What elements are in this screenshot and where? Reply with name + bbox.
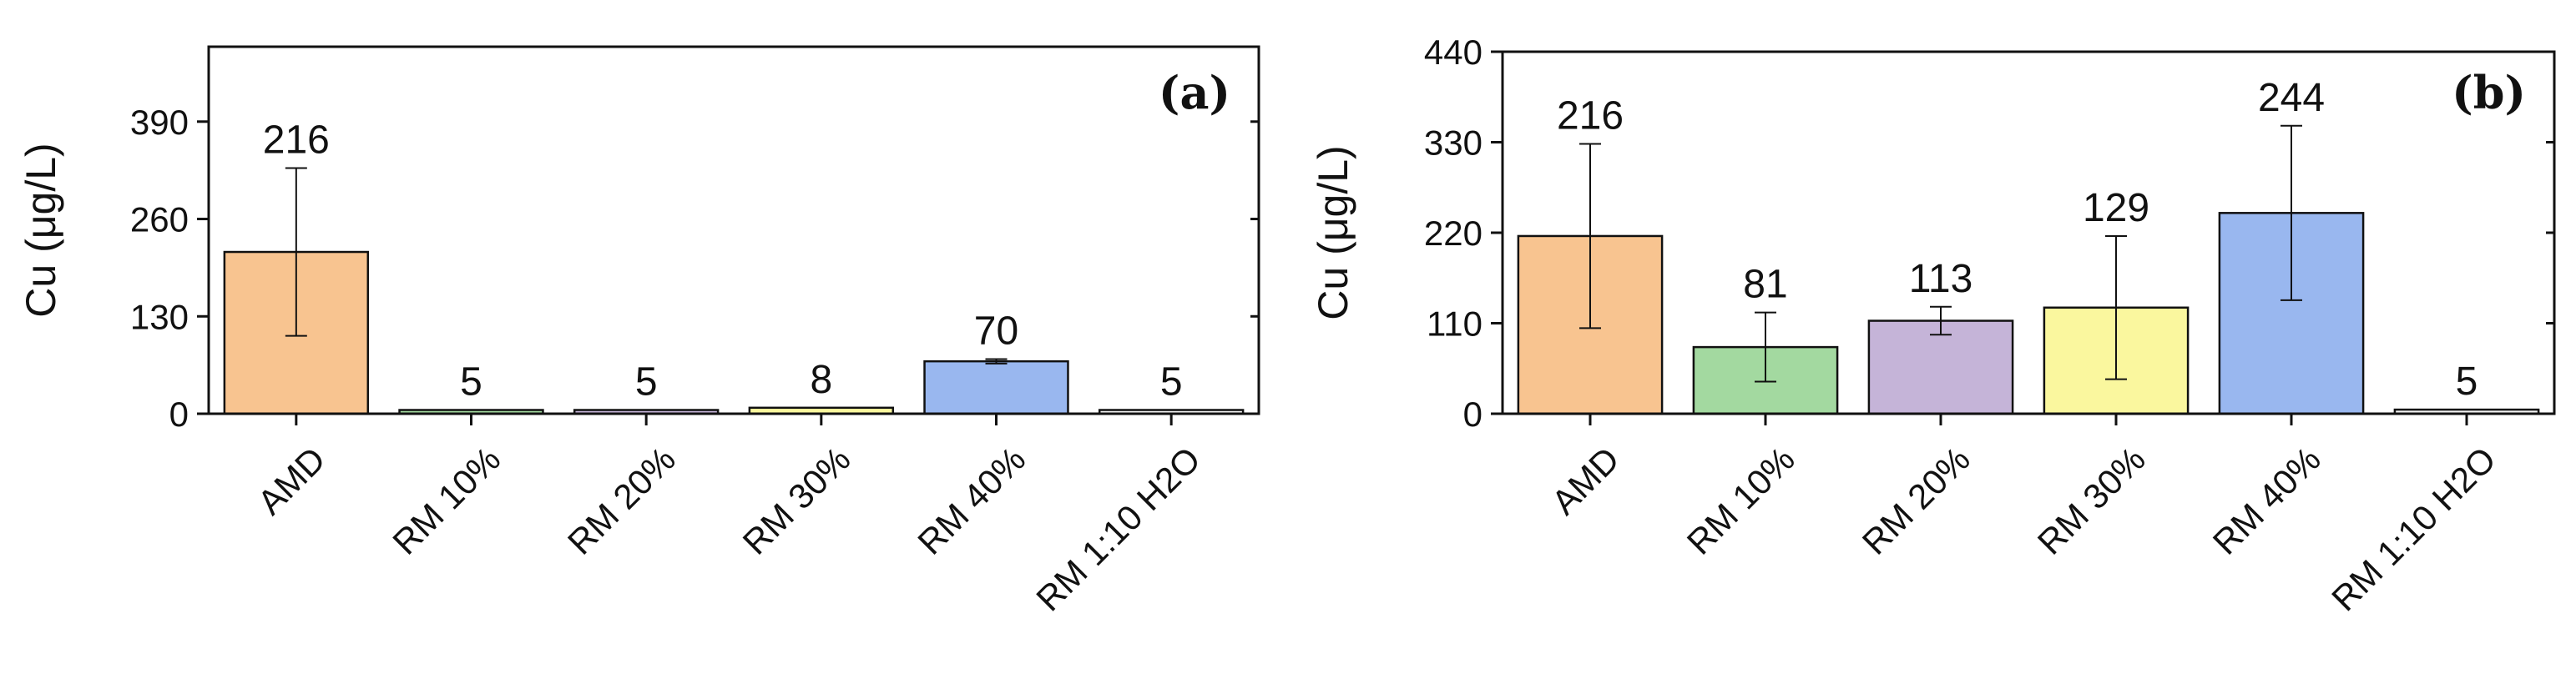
data-label: 5 — [1160, 360, 1183, 405]
data-label: 216 — [263, 118, 330, 162]
x-tick-label: RM 1:10 H2O — [1028, 440, 1208, 619]
y-axis-title: Cu (μg/L) — [1310, 145, 1356, 319]
data-label: 70 — [974, 309, 1018, 353]
x-tick-label: RM 1:10 H2O — [2324, 440, 2503, 619]
data-label: 81 — [1743, 263, 1787, 307]
x-tick-label: RM 40% — [910, 440, 1033, 562]
x-tick-label: RM 30% — [735, 440, 858, 562]
error-bar — [285, 167, 307, 337]
data-label: 216 — [1557, 93, 1624, 138]
x-tick-label: RM 10% — [1679, 440, 1802, 562]
panel-label: (b) — [2452, 66, 2526, 119]
panel-label: (a) — [1159, 66, 1230, 119]
data-label: 244 — [2258, 76, 2325, 120]
data-label: 8 — [810, 358, 832, 402]
y-tick-label: 390 — [130, 103, 189, 142]
data-label: 5 — [635, 360, 658, 405]
y-tick-label: 0 — [169, 395, 189, 434]
data-label: 129 — [2083, 186, 2149, 230]
error-bar — [2281, 124, 2302, 301]
chart-panel-b: 216 81 113 129 244 5 0 110 220 330 440 AMD RM 10% RM … — [1310, 33, 2556, 619]
error-bar — [1579, 143, 1601, 329]
x-tick-label: RM 20% — [1855, 440, 1977, 562]
x-tick-label: RM 40% — [2205, 440, 2328, 562]
y-tick-label: 260 — [130, 200, 189, 239]
x-tick-label: RM 20% — [560, 440, 683, 562]
y-axis-title: Cu (μg/L) — [18, 143, 64, 317]
x-tick-label: AMD — [1544, 440, 1627, 522]
x-tick-label: RM 30% — [2030, 440, 2153, 562]
error-bar — [1930, 305, 1952, 336]
y-tick-label: 130 — [130, 297, 189, 336]
chart-panel-a: 216 5 5 8 70 5 0 130 260 390 AMD RM 10% RM 20% RM 30%… — [18, 45, 1260, 619]
x-tick-label: AMD — [250, 440, 332, 522]
y-tick-label: 440 — [1424, 33, 1482, 72]
x-tick-label: RM 10% — [385, 440, 508, 562]
y-tick-label: 0 — [1463, 395, 1482, 434]
data-label: 5 — [460, 360, 482, 405]
error-bar — [2105, 234, 2127, 380]
data-label: 113 — [1909, 257, 1973, 301]
error-bar — [1755, 311, 1776, 383]
error-bar — [985, 358, 1008, 365]
y-tick-label: 330 — [1424, 123, 1482, 163]
y-tick-label: 110 — [1427, 304, 1482, 344]
y-tick-label: 220 — [1424, 214, 1482, 253]
plot-frame — [207, 45, 1260, 415]
bar-rm-40- — [923, 360, 1069, 415]
data-label: 5 — [2456, 360, 2478, 404]
